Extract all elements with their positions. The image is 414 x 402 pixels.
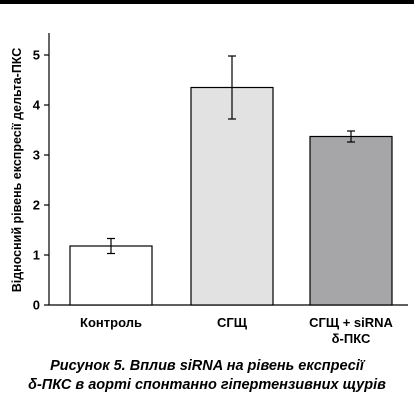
x-tick-label-0-line-0: Контроль (80, 315, 142, 330)
y-tick-label-0: 0 (33, 298, 40, 313)
y-tick-label-2: 2 (33, 198, 40, 213)
bar-0 (69, 245, 153, 306)
y-tick-label-3: 3 (33, 148, 40, 163)
x-tick-labels: Контроль СГЩ СГЩ + siRNA δ-ПКС (80, 315, 393, 346)
y-tick-label-1: 1 (33, 248, 40, 263)
y-axis-label: Відносний рівень експресії дельта-ПКС (10, 48, 24, 293)
y-tick-label-4: 4 (33, 98, 41, 113)
x-tick-label-1-line-0: СГЩ (217, 315, 248, 330)
x-tick-label-2-line-0: СГЩ + siRNA (309, 315, 393, 330)
bar-chart: 0 1 2 3 4 5 Контроль СГЩ СГЩ + siRNA δ-ПКС Відно… (10, 33, 408, 346)
x-tick-label-1: СГЩ (217, 315, 248, 330)
top-rule (0, 0, 414, 4)
bars (69, 86, 393, 306)
figure-caption: Рисунок 5. Вплив siRNA на рівень експрес… (0, 357, 414, 395)
caption-line-1: Рисунок 5. Вплив siRNA на рівень експрес… (50, 358, 364, 374)
bar-2 (309, 135, 393, 306)
y-tick-label-5: 5 (33, 48, 40, 63)
x-tick-label-2-line-1: δ-ПКС (332, 331, 371, 346)
x-tick-label-2: СГЩ + siRNA δ-ПКС (309, 315, 393, 346)
y-tick-labels: 0 1 2 3 4 5 (33, 48, 41, 313)
bar-1 (190, 86, 274, 306)
caption-line-2: δ-ПКС в аорті спонтанно гіпертензивних щ… (28, 377, 386, 393)
error-bars (107, 55, 355, 255)
x-tick-label-0: Контроль (80, 315, 142, 330)
